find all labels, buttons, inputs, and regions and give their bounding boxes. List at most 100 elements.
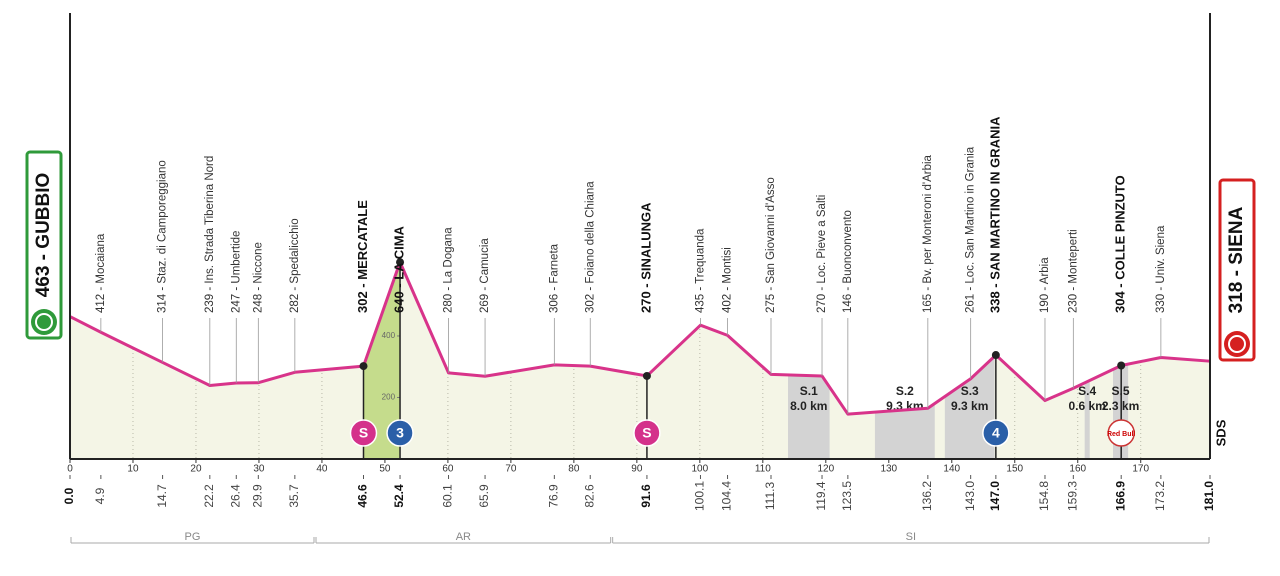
x-tick-label: 20 xyxy=(190,464,202,475)
x-tick-label: 0 xyxy=(67,464,73,475)
km-label: 46.6 xyxy=(356,484,370,508)
waypoint-label: 261 - Loc. San Martino in Grania xyxy=(965,146,977,313)
waypoint-label: 302 - Foiano della Chiana xyxy=(584,181,596,313)
waypoint-label: 270 - SINALUNGA xyxy=(638,202,653,313)
x-tick-label: 170 xyxy=(1132,464,1149,475)
waypoint-label: 330 - Univ. Siena xyxy=(1155,225,1167,313)
marker-sprint xyxy=(633,419,661,447)
waypoint-label: 402 - Montisi xyxy=(722,247,734,313)
x-tick-label: 130 xyxy=(880,464,897,475)
km-label: 119.4 xyxy=(814,481,828,510)
waypoint-label: 247 - Umbertide xyxy=(230,231,242,313)
km-label: 22.2 xyxy=(202,484,216,508)
km-label: 166.9 xyxy=(1113,481,1127,511)
waypoint-label: 230 - Monteperti xyxy=(1067,229,1079,313)
waypoint-label: 146 - Buonconvento xyxy=(842,210,854,313)
endpoint-icon xyxy=(31,309,57,335)
waypoint-label: 304 - COLLE PINZUTO xyxy=(1113,175,1128,313)
waypoint-label: 275 - San Giovanni d'Asso xyxy=(765,177,777,313)
km-label: 82.6 xyxy=(582,484,596,508)
waypoint-dot xyxy=(991,351,1000,360)
y-tick-label: 400 xyxy=(382,331,396,340)
km-label: 76.9 xyxy=(547,484,561,508)
x-tick-label: 70 xyxy=(505,464,517,475)
sector-name: S.1 xyxy=(800,384,818,398)
x-tick-label: 90 xyxy=(631,464,643,475)
waypoint-label: 302 - MERCATALE xyxy=(355,200,370,313)
sector-name: S.2 xyxy=(896,384,914,398)
waypoint-label: 435 - Trequanda xyxy=(694,228,706,313)
km-label: 159.3 xyxy=(1065,481,1079,511)
endpoint-icon-ring xyxy=(35,313,53,331)
marker-redbull xyxy=(1107,419,1135,447)
endpoint-label: 318 - SIENA xyxy=(1226,206,1247,313)
sector-name: S.4 xyxy=(1078,384,1096,398)
x-tick-label: 140 xyxy=(943,464,960,475)
marker-label: 4 xyxy=(992,425,1000,441)
km-label: 65.9 xyxy=(477,484,491,508)
km-label: 52.4 xyxy=(392,484,406,508)
km-label: 0.0 xyxy=(62,487,76,504)
waypoint-dot xyxy=(359,362,368,371)
km-label: 4.9 xyxy=(93,487,107,504)
marker-kom xyxy=(386,419,414,447)
km-label: 14.7 xyxy=(155,484,169,508)
x-tick-label: 100 xyxy=(691,464,708,475)
km-label: 111.3 xyxy=(763,482,777,511)
sector-length: 9.3 km xyxy=(951,399,988,413)
waypoint-label: 239 - Ins. Strada Tiberina Nord xyxy=(204,156,216,313)
marker-label: 3 xyxy=(396,425,404,441)
waypoint-label: 282 - Spedalicchio xyxy=(289,218,301,313)
waypoint-label: 640 - LA CIMA xyxy=(391,225,406,313)
endpoint-box xyxy=(25,150,63,340)
km-label: 26.4 xyxy=(228,484,242,508)
x-tick-label: 10 xyxy=(127,464,139,475)
region-name: PG xyxy=(185,531,201,543)
waypoint-label: 248 - Niccone xyxy=(252,242,264,313)
km-label: 123.5 xyxy=(840,481,854,511)
marker-label: Red Bull xyxy=(1107,431,1135,438)
sector-length: 0.6 km xyxy=(1069,399,1106,413)
marker-label: S xyxy=(642,425,651,441)
x-tick-label: 160 xyxy=(1069,464,1086,475)
endpoint-box xyxy=(1218,178,1256,362)
waypoint-label: 314 - Staz. di Camporeggiano xyxy=(157,160,169,313)
km-label: 181.0 xyxy=(1202,481,1216,511)
sector-length: 8.0 km xyxy=(790,399,827,413)
waypoint-label: 270 - Loc. Pieve a Salti xyxy=(816,195,828,313)
sector-name: S.3 xyxy=(961,384,979,398)
waypoint-label: 190 - Arbia xyxy=(1039,257,1051,313)
waypoint-label: 306 - Farneta xyxy=(548,243,560,313)
x-tick-label: 150 xyxy=(1006,464,1023,475)
waypoint-dot xyxy=(396,258,405,267)
km-label: 104.4 xyxy=(720,481,734,511)
km-label: 143.0 xyxy=(963,481,977,511)
region-name: AR xyxy=(456,531,471,543)
region-name: SI xyxy=(906,531,916,543)
waypoint-label: 280 - La Dogana xyxy=(443,227,455,313)
endpoint-label: 463 - GUBBIO xyxy=(33,173,54,298)
km-label: 91.6 xyxy=(639,484,653,508)
x-tick-label: 60 xyxy=(442,464,454,475)
logo: SDS xyxy=(1213,419,1228,446)
x-tick-label: 40 xyxy=(316,464,328,475)
y-tick-label: 200 xyxy=(382,393,396,402)
waypoint-label: 338 - SAN MARTINO IN GRANIA xyxy=(987,116,1002,313)
km-label: 60.1 xyxy=(441,484,455,508)
endpoint-icon xyxy=(1224,331,1250,357)
waypoint-dot xyxy=(1117,361,1126,370)
x-tick-label: 80 xyxy=(568,464,580,475)
x-tick-label: 50 xyxy=(379,464,391,475)
waypoint-dot xyxy=(642,371,651,380)
x-tick-label: 30 xyxy=(253,464,265,475)
km-label: 136.2 xyxy=(920,481,934,511)
marker-sprint xyxy=(349,419,378,447)
marker-label: S xyxy=(359,425,368,441)
x-tick-label: 120 xyxy=(817,464,834,475)
waypoint-label: 269 - Camucia xyxy=(479,238,491,313)
km-label: 35.7 xyxy=(287,484,301,508)
km-label: 29.9 xyxy=(250,484,264,508)
km-label: 173.2 xyxy=(1153,481,1167,511)
